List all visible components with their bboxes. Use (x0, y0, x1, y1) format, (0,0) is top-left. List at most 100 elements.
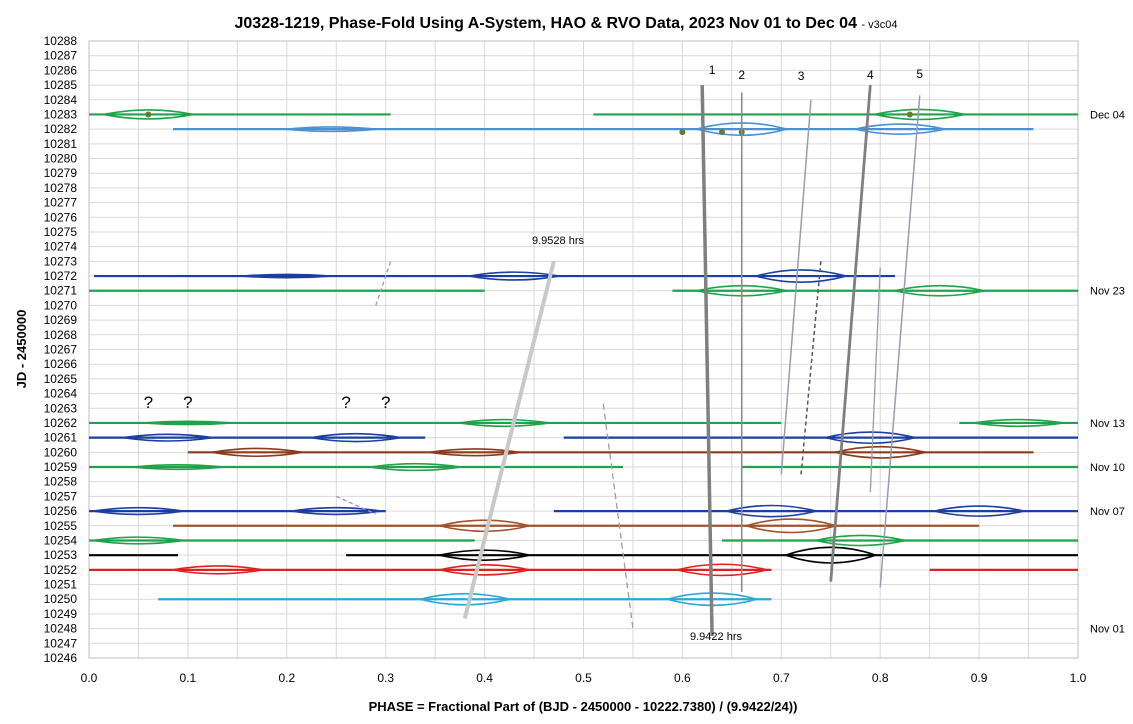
y-tick-label: 10286 (44, 63, 78, 77)
period-label-lower: 9.9422 hrs (690, 631, 742, 643)
x-tick-label: 0.0 (81, 671, 98, 685)
series-lightcurve (241, 273, 332, 279)
series-lightcurve (172, 565, 263, 575)
period-label-upper: 9.9528 hrs (532, 235, 584, 247)
series-10282 (173, 122, 1034, 137)
y-tick-label: 10254 (44, 533, 78, 547)
y-tick-label: 10278 (44, 181, 78, 195)
series-lightcurve (103, 109, 194, 120)
series-lightcurve (142, 420, 233, 426)
x-tick-label: 0.2 (278, 671, 295, 685)
y-tick-label: 10251 (44, 578, 78, 592)
y-axis-label: JD - 2450000 (14, 310, 29, 389)
feature-label: 1 (709, 63, 716, 77)
x-tick-label: 0.1 (180, 671, 197, 685)
series-lightcurve (753, 269, 850, 284)
series-10272 (93, 269, 896, 284)
y-tick-label: 10261 (44, 431, 78, 445)
x-tick-label: 0.9 (971, 671, 988, 685)
series-lightcurve (370, 462, 461, 472)
y-tick-label: 10263 (44, 401, 78, 415)
y-tick-label: 10265 (44, 372, 78, 386)
y-tick-label: 10283 (44, 107, 78, 121)
date-label: Nov 07 (1090, 506, 1125, 518)
y-tick-label: 10272 (44, 269, 78, 283)
series-lightcurve (286, 126, 377, 133)
date-label: Nov 13 (1090, 418, 1125, 430)
series-layer (89, 108, 1078, 607)
series-lightcurve (459, 418, 550, 428)
y-tick-label: 10288 (44, 34, 78, 48)
x-axis-ticks: 0.0 0.1 0.2 0.3 0.4 0.5 0.6 0.7 0.8 0.9 1.0 (81, 671, 1087, 685)
feature-label: 2 (738, 68, 745, 82)
series-lightcurve (93, 536, 184, 545)
trend-line-9-9528 (462, 260, 556, 619)
series-lightcurve (211, 447, 303, 458)
series-10252 (89, 563, 1078, 577)
trend-line-5 (879, 95, 921, 588)
x-tick-label: 1.0 (1070, 671, 1087, 685)
date-label: Nov 10 (1090, 462, 1125, 474)
series-lightcurve (726, 504, 817, 518)
series-lightcurve (854, 123, 946, 135)
question-mark: ? (183, 393, 192, 412)
series-10261 (89, 431, 1078, 445)
series-lightcurve (310, 432, 402, 443)
feature-label: 5 (916, 67, 923, 81)
y-tick-label: 10285 (44, 78, 78, 92)
date-label: Dec 04 (1090, 109, 1125, 121)
data-dot (906, 111, 913, 118)
y-tick-label: 10275 (44, 225, 78, 239)
series-lightcurve (676, 563, 768, 577)
series-10260 (187, 445, 1034, 459)
series-lightcurve (874, 108, 965, 121)
y-tick-label: 10248 (44, 622, 78, 636)
trend-line-dashed-upper (375, 261, 392, 306)
annotations: Dec 04 Nov 23 Nov 13 Nov 10 Nov 07 Nov 01 1 2 3 4… (144, 63, 1125, 643)
y-tick-label: 10279 (44, 166, 78, 180)
question-mark: ? (144, 393, 153, 412)
y-tick-label: 10273 (44, 254, 78, 268)
y-tick-label: 10246 (44, 651, 78, 665)
series-lightcurve (132, 463, 224, 471)
chart-version: - v3c04 (861, 19, 897, 31)
y-tick-label: 10253 (44, 548, 78, 562)
chart-title: J0328-1219, Phase-Fold Using A-System, H… (235, 15, 898, 32)
series-10283 (89, 108, 1078, 121)
y-tick-label: 10255 (44, 519, 78, 533)
trend-lines (335, 84, 921, 636)
y-tick-label: 10276 (44, 210, 78, 224)
series-lightcurve (835, 445, 926, 459)
y-tick-label: 10250 (44, 592, 78, 606)
data-dot (145, 111, 152, 118)
question-mark: ? (341, 393, 350, 412)
trend-line-5b (869, 267, 881, 493)
series-10250 (158, 592, 772, 607)
date-label: Nov 01 (1090, 624, 1125, 636)
y-tick-label: 10284 (44, 93, 78, 107)
y-tick-label: 10258 (44, 475, 78, 489)
y-tick-label: 10269 (44, 313, 78, 327)
series-lightcurve (783, 546, 879, 564)
series-lightcurve (439, 519, 530, 533)
y-tick-label: 10287 (44, 49, 78, 63)
x-tick-label: 0.5 (575, 671, 592, 685)
y-tick-label: 10257 (44, 489, 78, 503)
y-tick-label: 10274 (44, 240, 78, 254)
trend-line-dashed-3 (800, 261, 822, 475)
trend-line-dashed-small (335, 495, 377, 515)
y-tick-label: 10270 (44, 298, 78, 312)
y-tick-label: 10281 (44, 137, 78, 151)
y-tick-label: 10262 (44, 416, 78, 430)
series-lightcurve (973, 418, 1064, 428)
y-tick-label: 10266 (44, 357, 78, 371)
series-lightcurve (419, 592, 511, 606)
y-tick-label: 10268 (44, 328, 78, 342)
series-10255 (173, 518, 980, 534)
series-10254 (89, 534, 1078, 547)
series-lightcurve (123, 433, 214, 442)
trend-line-dashed-left (602, 403, 634, 629)
y-tick-label: 10280 (44, 152, 78, 166)
x-tick-label: 0.3 (377, 671, 394, 685)
